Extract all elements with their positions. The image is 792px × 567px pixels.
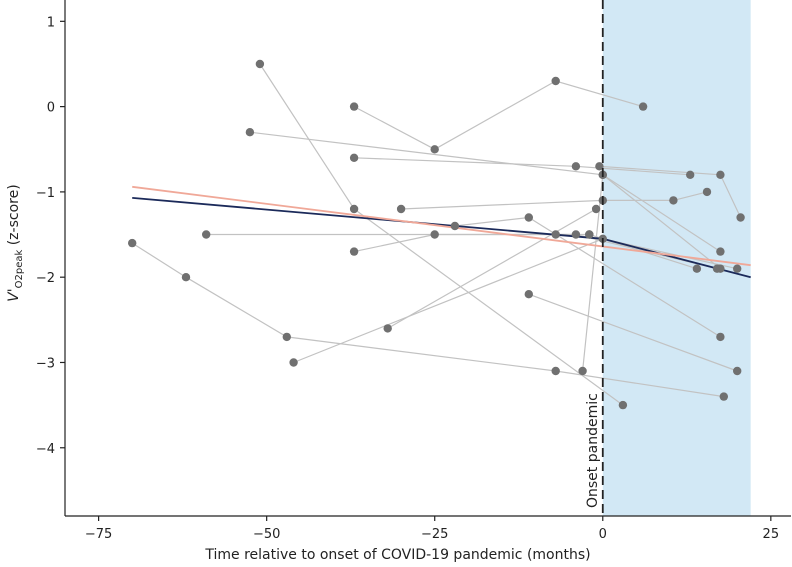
data-point-s7-1 (349, 247, 359, 256)
data-point-s4-3 (716, 247, 725, 256)
y-axis-label-main: V' (6, 288, 22, 301)
data-point-s8-4 (702, 187, 712, 197)
data-point-s14-1 (595, 162, 604, 171)
data-point-s1-4 (551, 366, 560, 376)
x-tick-label: 0 (599, 527, 607, 542)
y-tick-label: −2 (36, 271, 55, 286)
data-point-s13-3 (716, 264, 725, 273)
data-point-s2-2 (349, 204, 359, 214)
x-tick-label: 25 (763, 527, 780, 542)
onset-pandemic-label: Onset pandemic (585, 393, 601, 508)
data-point-s14-2 (716, 170, 725, 179)
y-tick-label: −4 (36, 442, 55, 457)
x-axis-label: Time relative to onset of COVID-19 pande… (204, 547, 590, 563)
data-point-s5-3 (686, 170, 695, 179)
data-point-s2-3 (618, 400, 628, 410)
data-point-s8-1 (396, 204, 406, 214)
y-axis-label: V'O2peak (z-score) (6, 184, 25, 302)
data-point-s10-1 (383, 324, 392, 333)
x-tick-label: −50 (253, 527, 280, 542)
data-point-s9-1 (450, 221, 460, 231)
subject-connector-10 (387, 208, 597, 329)
data-point-s1-5 (719, 392, 728, 401)
data-point-s1-1 (128, 238, 137, 248)
data-point-s6-1 (202, 230, 211, 239)
data-point-s11-3 (733, 264, 742, 273)
data-point-s8-3 (669, 196, 678, 205)
data-point-s1-3 (282, 332, 291, 342)
x-tick-label: −25 (421, 527, 448, 542)
data-point-s2-1 (255, 59, 265, 69)
y-tick-label: 0 (47, 101, 55, 116)
data-point-s13-1 (578, 366, 587, 376)
data-point-s9-2 (524, 213, 533, 222)
subject-connector-3 (353, 80, 644, 150)
data-point-s9-3 (716, 332, 725, 342)
data-point-s7-3 (551, 230, 560, 239)
data-point-s12-1 (524, 290, 533, 299)
data-point-s3-2 (430, 145, 439, 154)
data-point-s3-1 (349, 102, 359, 111)
data-point-s7-2 (430, 230, 439, 239)
y-tick-label: −3 (36, 356, 55, 371)
x-tick-label: −75 (85, 527, 112, 542)
data-point-s7-4 (571, 230, 581, 239)
data-point-s3-4 (638, 102, 648, 111)
data-point-s15-2 (692, 264, 702, 273)
data-point-s10-2 (591, 204, 601, 214)
subject-connector-12 (528, 293, 738, 372)
plot-area: −75 −50 −25 0 25 1 0 −1 −2 −3 −4 (36, 0, 791, 542)
data-point-s14-3 (736, 213, 745, 222)
data-point-s3-3 (551, 76, 560, 86)
y-axis-label-suffix: (z-score) (6, 184, 22, 249)
data-point-s12-2 (733, 366, 742, 376)
data-point-s5-1 (349, 153, 359, 162)
data-point-s1-2 (181, 273, 191, 282)
fit-salmon-line (132, 185, 751, 267)
y-tick-label: 1 (47, 15, 55, 30)
y-tick-label: −1 (36, 186, 55, 201)
y-axis-label-subscript: O2peak (14, 250, 25, 289)
data-point-s11-1 (289, 358, 298, 367)
data-point-s15-1 (585, 230, 594, 239)
subject-connector-8 (401, 191, 708, 210)
data-point-s4-1 (245, 128, 255, 137)
data-point-s5-2 (571, 162, 581, 171)
